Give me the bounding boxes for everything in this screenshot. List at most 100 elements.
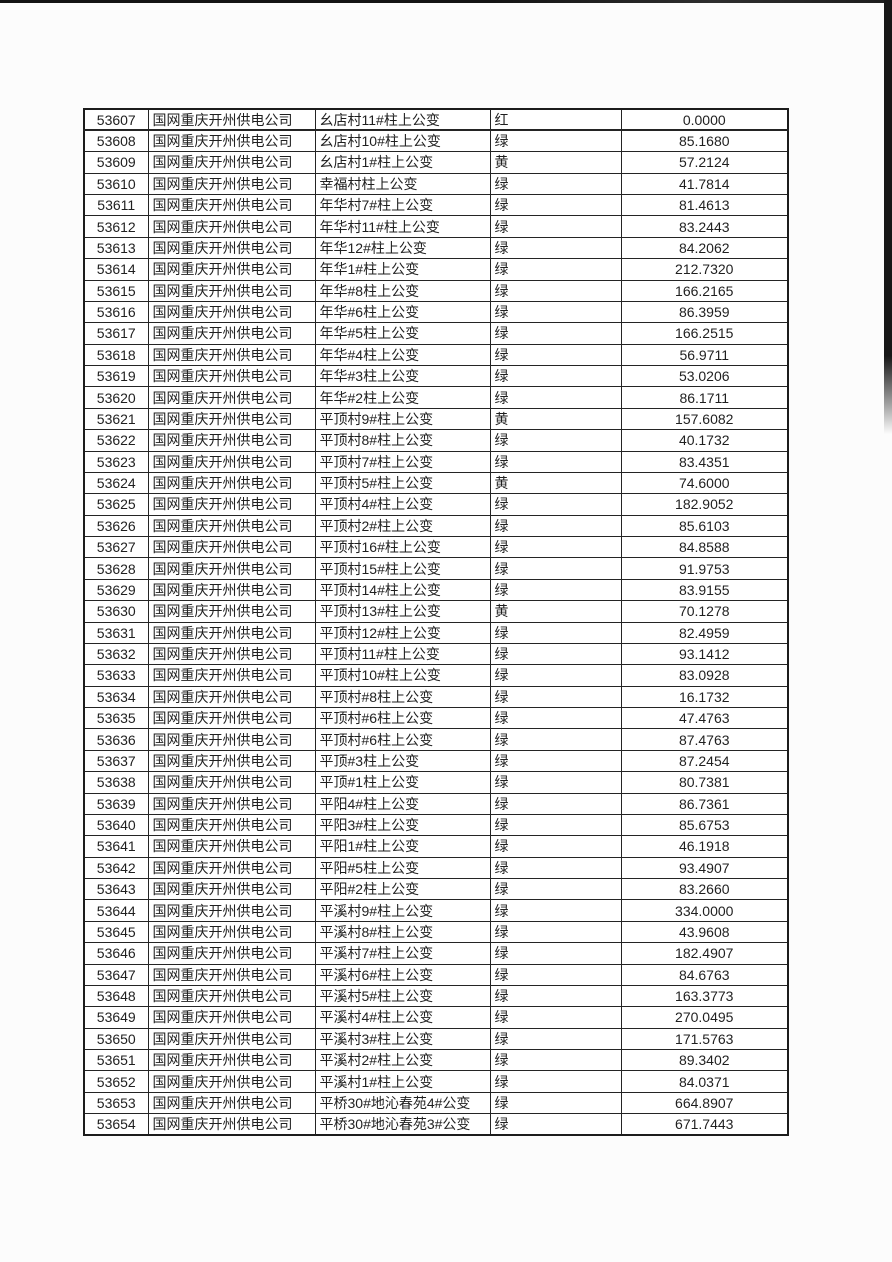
cell-transformer-name: 年华#4柱上公变 xyxy=(314,343,491,367)
cell-company-name: 国网重庆开州供电公司 xyxy=(147,1006,316,1029)
cell-status-color: 绿 xyxy=(489,1027,622,1051)
cell-record-id: 53637 xyxy=(83,749,149,773)
cell-numeric-value: 270.0495 xyxy=(620,1006,789,1029)
cell-transformer-name: 年华#6柱上公变 xyxy=(314,300,491,324)
cell-company-name: 国网重庆开州供电公司 xyxy=(147,1091,316,1115)
table-row: 53640 国网重庆开州供电公司 平阳3#柱上公变 绿 85.6753 xyxy=(83,813,789,837)
cell-status-color: 绿 xyxy=(489,1006,622,1029)
cell-status-color: 绿 xyxy=(489,728,622,751)
table-row: 53629 国网重庆开州供电公司 平顶村14#柱上公变 绿 83.9155 xyxy=(83,578,789,602)
cell-company-name: 国网重庆开州供电公司 xyxy=(147,771,316,794)
table-row: 53614 国网重庆开州供电公司 年华1#柱上公变 绿 212.7320 xyxy=(83,258,789,281)
cell-numeric-value: 56.9711 xyxy=(620,343,789,367)
cell-record-id: 53642 xyxy=(83,856,149,880)
cell-status-color: 绿 xyxy=(489,493,622,516)
cell-record-id: 53643 xyxy=(83,877,149,901)
table-row: 53632 国网重庆开州供电公司 平顶村11#柱上公变 绿 93.1412 xyxy=(83,642,789,666)
page-top-edge-artifact xyxy=(0,0,892,3)
cell-numeric-value: 80.7381 xyxy=(620,771,789,794)
cell-record-id: 53626 xyxy=(83,514,149,538)
cell-status-color: 绿 xyxy=(489,514,622,538)
table-row: 53613 国网重庆开州供电公司 年华12#柱上公变 绿 84.2062 xyxy=(83,236,789,260)
cell-record-id: 53616 xyxy=(83,300,149,324)
cell-numeric-value: 85.6103 xyxy=(620,514,789,538)
cell-record-id: 53651 xyxy=(83,1048,149,1072)
cell-company-name: 国网重庆开州供电公司 xyxy=(147,877,316,901)
cell-transformer-name: 平顶村#6柱上公变 xyxy=(314,706,491,730)
cell-company-name: 国网重庆开州供电公司 xyxy=(147,685,316,709)
cell-record-id: 53652 xyxy=(83,1070,149,1093)
cell-record-id: 53638 xyxy=(83,771,149,794)
cell-numeric-value: 664.8907 xyxy=(620,1091,789,1115)
table-row: 53631 国网重庆开州供电公司 平顶村12#柱上公变 绿 82.4959 xyxy=(83,621,789,644)
cell-record-id: 53631 xyxy=(83,621,149,644)
cell-company-name: 国网重庆开州供电公司 xyxy=(147,322,316,345)
cell-transformer-name: 平阳4#柱上公变 xyxy=(314,792,491,815)
cell-status-color: 绿 xyxy=(489,1113,622,1136)
cell-transformer-name: 平顶村16#柱上公变 xyxy=(314,535,491,559)
cell-record-id: 53640 xyxy=(83,813,149,837)
table-row: 53633 国网重庆开州供电公司 平顶村10#柱上公变 绿 83.0928 xyxy=(83,664,789,687)
cell-record-id: 53620 xyxy=(83,386,149,409)
cell-status-color: 黄 xyxy=(489,407,622,431)
table-row: 53621 国网重庆开州供电公司 平顶村9#柱上公变 黄 157.6082 xyxy=(83,407,789,431)
table-row: 53618 国网重庆开州供电公司 年华#4柱上公变 绿 56.9711 xyxy=(83,343,789,367)
cell-numeric-value: 40.1732 xyxy=(620,429,789,452)
cell-numeric-value: 86.7361 xyxy=(620,792,789,815)
cell-record-id: 53639 xyxy=(83,792,149,815)
cell-numeric-value: 84.2062 xyxy=(620,236,789,260)
cell-record-id: 53612 xyxy=(83,215,149,238)
cell-numeric-value: 57.2124 xyxy=(620,151,789,174)
cell-transformer-name: 平溪村8#柱上公变 xyxy=(314,920,491,944)
cell-record-id: 53622 xyxy=(83,429,149,452)
cell-company-name: 国网重庆开州供电公司 xyxy=(147,642,316,666)
cell-transformer-name: 年华#8柱上公变 xyxy=(314,279,491,302)
cell-numeric-value: 163.3773 xyxy=(620,984,789,1008)
cell-record-id: 53623 xyxy=(83,450,149,473)
cell-transformer-name: 平阳3#柱上公变 xyxy=(314,813,491,837)
cell-status-color: 绿 xyxy=(489,236,622,260)
cell-numeric-value: 74.6000 xyxy=(620,471,789,495)
table-row: 53624 国网重庆开州供电公司 平顶村5#柱上公变 黄 74.6000 xyxy=(83,471,789,495)
table-row: 53608 国网重庆开州供电公司 幺店村10#柱上公变 绿 85.1680 xyxy=(83,129,789,153)
cell-record-id: 53617 xyxy=(83,322,149,345)
cell-numeric-value: 43.9608 xyxy=(620,920,789,944)
table-row: 53627 国网重庆开州供电公司 平顶村16#柱上公变 绿 84.8588 xyxy=(83,535,789,559)
table-row: 53620 国网重庆开州供电公司 年华#2柱上公变 绿 86.1711 xyxy=(83,386,789,409)
cell-numeric-value: 70.1278 xyxy=(620,600,789,623)
cell-company-name: 国网重庆开州供电公司 xyxy=(147,429,316,452)
cell-numeric-value: 91.9753 xyxy=(620,557,789,580)
cell-record-id: 53630 xyxy=(83,600,149,623)
table-row: 53650 国网重庆开州供电公司 平溪村3#柱上公变 绿 171.5763 xyxy=(83,1027,789,1051)
cell-transformer-name: 平溪村4#柱上公变 xyxy=(314,1006,491,1029)
cell-status-color: 绿 xyxy=(489,129,622,153)
cell-company-name: 国网重庆开州供电公司 xyxy=(147,899,316,922)
cell-company-name: 国网重庆开州供电公司 xyxy=(147,215,316,238)
cell-numeric-value: 46.1918 xyxy=(620,835,789,858)
cell-company-name: 国网重庆开州供电公司 xyxy=(147,664,316,687)
cell-record-id: 53614 xyxy=(83,258,149,281)
cell-status-color: 绿 xyxy=(489,429,622,452)
cell-company-name: 国网重庆开州供电公司 xyxy=(147,151,316,174)
cell-transformer-name: 平顶村13#柱上公变 xyxy=(314,600,491,623)
cell-company-name: 国网重庆开州供电公司 xyxy=(147,386,316,409)
table-row: 53622 国网重庆开州供电公司 平顶村8#柱上公变 绿 40.1732 xyxy=(83,429,789,452)
table-row: 53617 国网重庆开州供电公司 年华#5柱上公变 绿 166.2515 xyxy=(83,322,789,345)
cell-record-id: 53633 xyxy=(83,664,149,687)
cell-company-name: 国网重庆开州供电公司 xyxy=(147,942,316,965)
cell-record-id: 53632 xyxy=(83,642,149,666)
cell-numeric-value: 83.0928 xyxy=(620,664,789,687)
cell-company-name: 国网重庆开州供电公司 xyxy=(147,1048,316,1072)
cell-status-color: 绿 xyxy=(489,856,622,880)
table-row: 53615 国网重庆开州供电公司 年华#8柱上公变 绿 166.2165 xyxy=(83,279,789,302)
cell-status-color: 绿 xyxy=(489,877,622,901)
cell-status-color: 绿 xyxy=(489,664,622,687)
cell-record-id: 53645 xyxy=(83,920,149,944)
table-body: 53607 国网重庆开州供电公司 幺店村11#柱上公变 红 0.0000 536… xyxy=(83,108,789,1136)
cell-company-name: 国网重庆开州供电公司 xyxy=(147,129,316,153)
cell-numeric-value: 82.4959 xyxy=(620,621,789,644)
cell-numeric-value: 166.2515 xyxy=(620,322,789,345)
cell-record-id: 53613 xyxy=(83,236,149,260)
table-row: 53649 国网重庆开州供电公司 平溪村4#柱上公变 绿 270.0495 xyxy=(83,1006,789,1029)
cell-transformer-name: 平溪村6#柱上公变 xyxy=(314,963,491,986)
